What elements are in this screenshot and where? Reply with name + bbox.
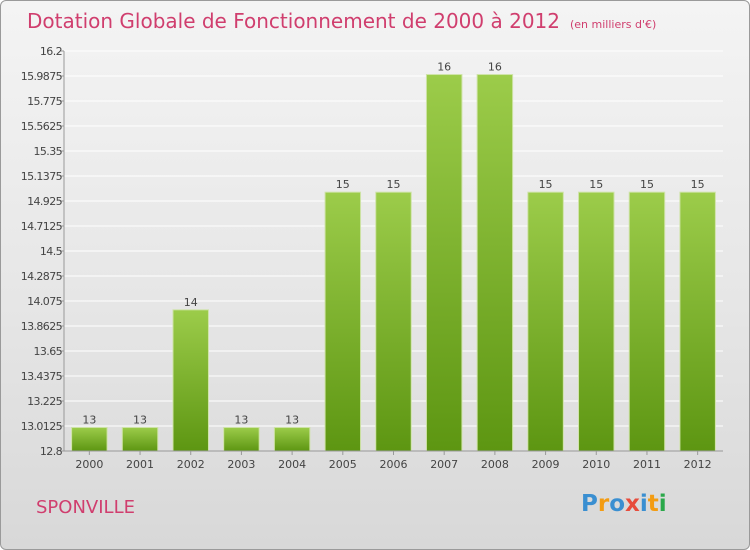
data-label: 13 xyxy=(285,413,299,426)
x-tick-label: 2012 xyxy=(684,458,712,471)
x-tick-label: 2002 xyxy=(177,458,205,471)
y-tick-label: 15.5625 xyxy=(21,120,63,133)
proxiti-logo: Proxiti xyxy=(581,491,667,517)
x-tick-label: 2009 xyxy=(532,458,560,471)
data-label: 13 xyxy=(82,413,96,426)
commune-name: SPONVILLE xyxy=(36,497,135,518)
y-tick-label: 15.9875 xyxy=(21,70,63,83)
bar-2001 xyxy=(121,426,159,452)
y-tick-label: 14.075 xyxy=(27,295,62,308)
x-tick-label: 2003 xyxy=(227,458,255,471)
data-label: 13 xyxy=(234,413,248,426)
bar-2010 xyxy=(578,191,615,452)
bar-2011 xyxy=(628,191,666,452)
data-label: 13 xyxy=(133,413,147,426)
y-tick-label: 15.1375 xyxy=(21,170,63,183)
bar-2003 xyxy=(223,426,260,452)
y-tick-label: 15.35 xyxy=(34,145,63,158)
bar-2002 xyxy=(172,309,209,452)
y-tick-label: 13.8625 xyxy=(21,320,63,333)
data-label: 15 xyxy=(691,178,705,191)
bar-2004 xyxy=(273,426,311,452)
bar-2008 xyxy=(476,74,514,452)
y-tick-label: 15.775 xyxy=(27,95,62,108)
bar-2012 xyxy=(679,191,716,452)
y-tick-label: 14.925 xyxy=(27,195,62,208)
bar-2000 xyxy=(71,426,108,452)
y-tick-label: 13.4375 xyxy=(21,370,63,383)
data-label: 15 xyxy=(336,178,350,191)
data-label: 16 xyxy=(488,61,502,74)
x-tick-label: 2011 xyxy=(633,458,661,471)
x-tick-label: 2010 xyxy=(582,458,610,471)
logo-letter: P xyxy=(581,491,598,517)
data-label: 16 xyxy=(437,61,451,74)
x-tick-label: 2006 xyxy=(380,458,408,471)
x-tick-label: 2005 xyxy=(329,458,357,471)
x-tick-label: 2001 xyxy=(126,458,154,471)
data-label: 15 xyxy=(640,178,654,191)
bar-2006 xyxy=(375,191,412,452)
y-tick-label: 14.2875 xyxy=(21,270,63,283)
logo-letter: o xyxy=(609,491,626,517)
data-label: 15 xyxy=(589,178,603,191)
bar-2009 xyxy=(527,191,564,452)
y-tick-label: 14.5 xyxy=(40,245,63,258)
bar-2007 xyxy=(425,74,463,452)
data-label: 14 xyxy=(184,296,198,309)
y-tick-label: 13.225 xyxy=(27,395,62,408)
logo-letter: i xyxy=(658,491,667,517)
logo-letter: i xyxy=(639,491,648,517)
y-tick-label: 13.0125 xyxy=(21,420,63,433)
y-tick-label: 14.7125 xyxy=(21,220,63,233)
chart-title: Dotation Globale de Fonctionnement de 20… xyxy=(27,9,657,33)
logo-letter: t xyxy=(647,491,659,517)
x-tick-label: 2007 xyxy=(430,458,458,471)
x-tick-label: 2008 xyxy=(481,458,509,471)
y-tick-label: 16.2 xyxy=(40,45,62,58)
chart-unit: (en milliers d'€) xyxy=(570,18,657,31)
bar-2005 xyxy=(324,191,362,452)
y-tick-label: 13.65 xyxy=(34,345,63,358)
logo-letter: x xyxy=(625,491,640,517)
x-tick-label: 2004 xyxy=(278,458,306,471)
x-tick-label: 2000 xyxy=(75,458,103,471)
logo-letter: r xyxy=(597,491,610,517)
y-tick-label: 12.8 xyxy=(40,445,63,458)
data-label: 15 xyxy=(539,178,553,191)
data-label: 15 xyxy=(387,178,401,191)
